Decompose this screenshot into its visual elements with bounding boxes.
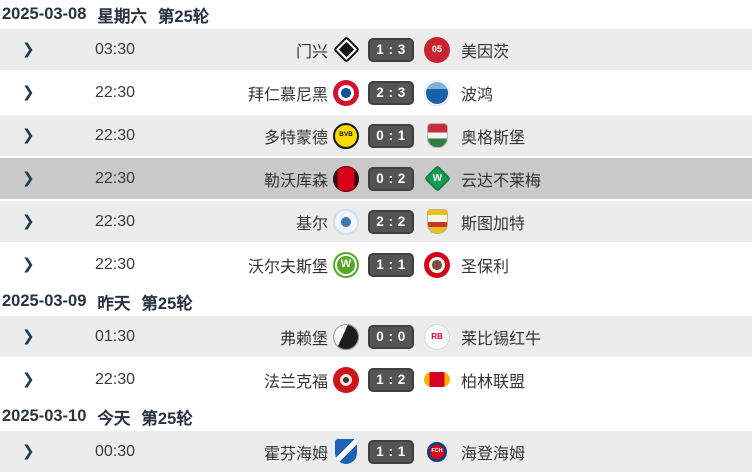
match-time: 22:30 [94,83,136,101]
match-section: 2025-03-09 昨天 第25轮 ❯ 01:30 弗赖堡 0 : 0 RB … [0,287,752,402]
match-section: 2025-03-08 星期六 第25轮 ❯ 03:30 门兴 1 : 3 05 … [0,0,752,287]
match-time: 00:30 [94,442,136,460]
match-time: 22:30 [94,126,136,144]
header-round: 第25轮 [157,7,210,26]
score-badge: 1 : 3 [368,37,414,62]
frankfurt-logo-icon [333,366,359,393]
chevron-right-icon: ❯ [22,328,35,345]
score-badge: 0 : 2 [368,166,414,191]
stpauli-logo-icon [424,251,450,278]
home-team-name: 沃尔夫斯堡 [247,258,328,276]
logo-letter: RB [431,331,443,341]
match-time: 22:30 [94,212,136,230]
score-badge: 2 : 2 [368,209,414,234]
home-team-name: 多特蒙德 [263,129,328,147]
away-team-name: 云达不莱梅 [461,172,542,190]
bayern-logo-icon [333,79,359,106]
union-berlin-logo-icon [424,367,450,393]
match-time: 22:30 [94,255,136,273]
score-badge: 0 : 0 [368,324,414,349]
chevron-right-icon: ❯ [22,256,35,273]
match-row[interactable]: ❯ 22:30 沃尔夫斯堡 W 1 : 1 圣保利 [0,244,752,287]
home-team-name: 拜仁慕尼黑 [247,86,328,104]
home-team-name: 弗赖堡 [279,330,328,348]
home-team-name: 门兴 [295,43,328,61]
logo-letter: 05 [431,44,442,54]
match-row[interactable]: ❯ 03:30 门兴 1 : 3 05 美因茨 [0,29,752,72]
home-team-name: 霍芬海姆 [263,445,328,463]
leverkusen-logo-icon [333,165,359,192]
logo-letter: FCH [431,447,443,454]
gladbach-logo-icon [332,36,360,63]
augsburg-logo-icon [424,123,450,149]
chevron-right-icon: ❯ [22,443,35,460]
match-time: 22:30 [94,370,136,388]
away-team-name: 奥格斯堡 [461,129,526,147]
match-row[interactable]: ❯ 22:30 基尔 2 : 2 斯图加特 [0,201,752,244]
chevron-right-icon: ❯ [22,127,35,144]
away-team-name: 莱比锡红牛 [461,330,542,348]
score-badge: 2 : 3 [368,80,414,105]
date-header: 2025-03-10 今天 第25轮 [0,402,752,431]
score-badge: 1 : 1 [368,439,414,464]
dortmund-logo-icon: BVB [333,122,359,149]
chevron-right-icon: ❯ [22,170,35,187]
match-row[interactable]: ❯ 00:30 霍芬海姆 1 : 1 FCH 海登海姆 [0,431,752,474]
match-time: 03:30 [94,40,136,58]
home-team-name: 基尔 [295,215,328,233]
werder-logo-icon: W [423,165,451,192]
home-team-name: 法兰克福 [263,373,328,391]
header-day: 星期六 [97,7,147,26]
chevron-right-icon: ❯ [22,371,35,388]
home-team-name: 勒沃库森 [263,172,328,190]
away-team-name: 柏林联盟 [461,373,526,391]
away-team-name: 圣保利 [461,258,510,276]
logo-letter: W [340,258,352,270]
stuttgart-logo-icon [424,209,450,235]
chevron-right-icon: ❯ [22,213,35,230]
away-team-name: 波鸿 [461,86,494,104]
freiburg-logo-icon [333,323,359,350]
match-time: 01:30 [94,327,136,345]
date-header: 2025-03-08 星期六 第25轮 [0,0,752,29]
match-time: 22:30 [94,169,136,187]
header-day: 昨天 [97,294,131,313]
wolfsburg-logo-icon: W [333,251,359,278]
header-day: 今天 [97,409,131,428]
score-badge: 0 : 1 [368,123,414,148]
match-row-selected[interactable]: ❯ 22:30 勒沃库森 0 : 2 W 云达不莱梅 [0,158,752,201]
hoffenheim-logo-icon [333,439,359,465]
kiel-logo-icon [333,208,359,235]
away-team-name: 海登海姆 [461,445,526,463]
logo-letter: W [432,172,442,184]
heidenheim-logo-icon: FCH [424,439,450,465]
score-badge: 1 : 2 [368,367,414,392]
date-header: 2025-03-09 昨天 第25轮 [0,287,752,316]
away-team-name: 美因茨 [461,43,510,61]
match-row[interactable]: ❯ 22:30 多特蒙德 BVB 0 : 1 奥格斯堡 [0,115,752,158]
header-date: 2025-03-09 [2,292,87,310]
header-date: 2025-03-08 [2,5,87,23]
chevron-right-icon: ❯ [22,41,35,58]
logo-letter: BVB [339,131,353,139]
match-row[interactable]: ❯ 01:30 弗赖堡 0 : 0 RB 莱比锡红牛 [0,316,752,359]
header-date: 2025-03-10 [2,407,87,425]
bochum-logo-icon [424,79,450,106]
score-badge: 1 : 1 [368,252,414,277]
header-round: 第25轮 [141,294,193,313]
match-section: 2025-03-10 今天 第25轮 ❯ 00:30 霍芬海姆 1 : 1 FC… [0,402,752,474]
match-row[interactable]: ❯ 22:30 拜仁慕尼黑 2 : 3 波鸿 [0,72,752,115]
leipzig-logo-icon: RB [424,323,450,350]
header-round: 第25轮 [141,409,193,428]
chevron-right-icon: ❯ [22,84,35,101]
away-team-name: 斯图加特 [461,215,526,233]
match-row[interactable]: ❯ 22:30 法兰克福 1 : 2 柏林联盟 [0,359,752,402]
mainz-logo-icon: 05 [424,36,450,63]
